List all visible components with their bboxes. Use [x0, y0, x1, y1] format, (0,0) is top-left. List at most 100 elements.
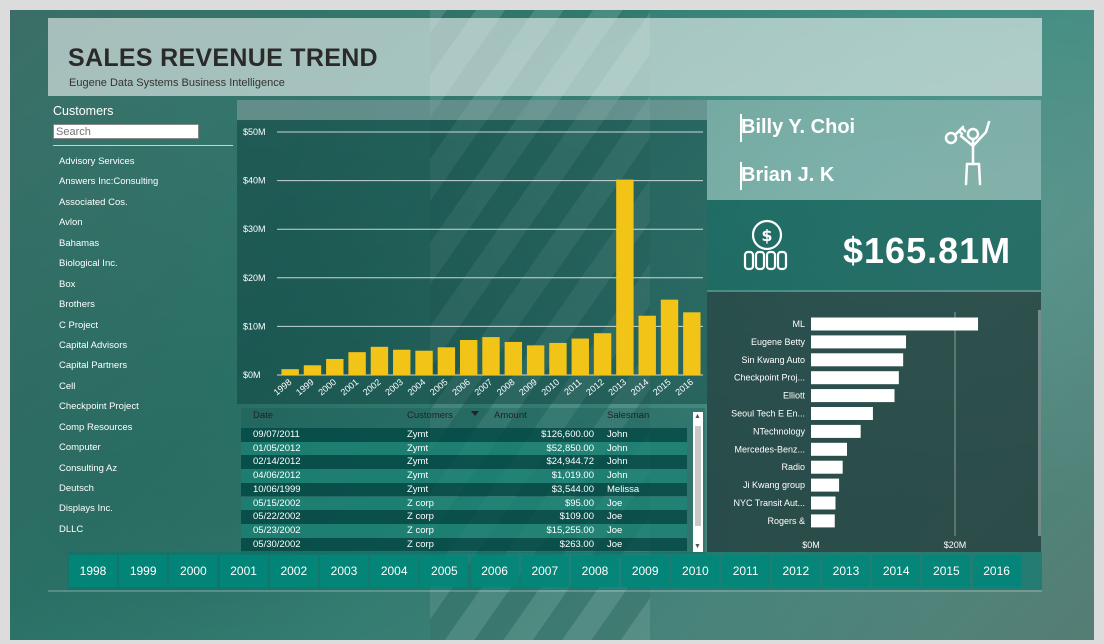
bar-2002[interactable]: [370, 346, 389, 375]
bar-2011[interactable]: [571, 338, 589, 375]
hbar-NTechnology[interactable]: [811, 424, 861, 438]
year-button-2005[interactable]: 2005: [420, 555, 469, 587]
slicer-divider: [53, 145, 233, 146]
year-button-2016[interactable]: 2016: [972, 555, 1021, 587]
category-label: Elliott: [783, 391, 806, 401]
year-button-2006[interactable]: 2006: [470, 555, 519, 587]
year-button-2014[interactable]: 2014: [872, 555, 921, 587]
table-row[interactable]: 05/23/2002 Z corp $15,255.00 Joe: [241, 523, 687, 538]
table-row[interactable]: 05/30/2002 Z corp $263.00 Joe: [241, 537, 687, 552]
cell-amount: $24,944.72: [546, 456, 594, 468]
customer-list-item[interactable]: Deutsch: [59, 483, 94, 494]
table-row[interactable]: 09/07/2011 Zymt $126,600.00 John: [241, 428, 687, 442]
customer-search-input[interactable]: [53, 124, 199, 139]
bar-2015[interactable]: [660, 299, 679, 375]
customer-list-item[interactable]: Avlon: [59, 217, 83, 229]
scroll-up-icon[interactable]: ▲: [694, 413, 701, 420]
customer-list-item[interactable]: Capital Advisors: [59, 339, 128, 351]
bar-2001[interactable]: [348, 352, 366, 375]
bar-2009[interactable]: [526, 345, 545, 375]
bar-2003[interactable]: [393, 349, 411, 375]
sort-descending-icon[interactable]: [471, 411, 479, 416]
bar-2000[interactable]: [326, 358, 344, 375]
year-button-2011[interactable]: 2011: [721, 555, 770, 587]
category-label: Checkpoint Proj...: [734, 373, 805, 383]
bar-2012[interactable]: [593, 333, 612, 375]
year-button-1998[interactable]: 1998: [69, 555, 117, 587]
customer-list-item[interactable]: Answers Inc:Consulting: [59, 176, 159, 188]
bar-2006[interactable]: [459, 340, 478, 375]
customer-list-item[interactable]: Associated Cos.: [59, 196, 128, 208]
year-button-2009[interactable]: 2009: [621, 555, 670, 587]
column-header-customers[interactable]: Customers: [407, 410, 453, 421]
bar-2004[interactable]: [415, 350, 433, 375]
hbar-Radio[interactable]: [811, 460, 843, 474]
x-tick-label: 2015: [651, 377, 673, 398]
customer-list-item[interactable]: Bahamas: [59, 237, 100, 249]
customer-list-item[interactable]: Cell: [59, 380, 76, 392]
hbar-ML[interactable]: [811, 317, 979, 331]
year-button-2000[interactable]: 2000: [169, 555, 218, 587]
customer-list-item[interactable]: Displays Inc.: [59, 503, 113, 515]
customer-list-item[interactable]: Computer: [59, 442, 101, 454]
customer-list-item[interactable]: Biological Inc.: [59, 258, 118, 270]
customer-list-item[interactable]: Brothers: [59, 299, 95, 311]
year-button-2004[interactable]: 2004: [370, 555, 419, 587]
year-button-2007[interactable]: 2007: [520, 555, 569, 587]
hbar-Checkpoint Proj...[interactable]: [811, 371, 899, 385]
table-row[interactable]: 02/14/2012 Zymt $24,944.72 John: [241, 455, 687, 470]
bar-2013[interactable]: [616, 179, 634, 375]
hbar-Mercedes-Benz...[interactable]: [811, 442, 847, 456]
bar-2016[interactable]: [683, 312, 701, 375]
hbar-Elliott[interactable]: [811, 389, 895, 403]
hbar-Eugene Betty[interactable]: [811, 335, 907, 349]
year-button-2008[interactable]: 2008: [571, 555, 619, 587]
table-row[interactable]: 05/15/2002 Z corp $95.00 Joe: [241, 496, 687, 511]
table-row[interactable]: 10/06/1999 Zymt $3,544.00 Melissa: [241, 482, 687, 497]
chart-scrollbar[interactable]: [1038, 310, 1041, 536]
cell-salesman: Joe: [607, 511, 623, 523]
table-scrollbar[interactable]: ▲ ▼: [693, 412, 703, 552]
year-button-2010[interactable]: 2010: [671, 555, 720, 587]
customer-list-item[interactable]: Comp Resources: [59, 421, 133, 433]
bar-2005[interactable]: [437, 347, 456, 375]
customer-list-item[interactable]: C Project: [59, 319, 99, 331]
customer-list-item[interactable]: Advisory Services: [59, 156, 135, 167]
year-button-2003[interactable]: 2003: [320, 555, 368, 587]
hbar-Seoul Tech E En...[interactable]: [811, 407, 873, 420]
bar-2007[interactable]: [482, 337, 500, 375]
bar-2010[interactable]: [549, 342, 567, 375]
year-button-2001[interactable]: 2001: [219, 555, 268, 587]
bar-2014[interactable]: [638, 315, 656, 375]
svg-text:$: $: [761, 226, 772, 245]
x-tick-label: 2010: [539, 377, 561, 398]
column-header-amount[interactable]: Amount: [494, 410, 527, 421]
column-header-date[interactable]: Date: [253, 410, 274, 421]
column-header-salesman[interactable]: Salesman: [607, 410, 650, 421]
year-button-2002[interactable]: 2002: [269, 555, 318, 587]
scroll-down-icon[interactable]: ▼: [694, 543, 701, 550]
customer-list-item[interactable]: DLLC: [59, 523, 84, 535]
customer-list-item[interactable]: Capital Partners: [59, 360, 128, 372]
table-row[interactable]: 01/05/2012 Zymt $52,850.00 John: [241, 441, 687, 456]
customer-list-item[interactable]: Checkpoint Project: [59, 401, 139, 413]
customer-list-item[interactable]: Consulting Az: [59, 462, 118, 474]
bar-1998[interactable]: [281, 369, 299, 375]
table-row[interactable]: 05/22/2002 Z corp $109.00 Joe: [241, 510, 687, 524]
hbar-Sin Kwang Auto[interactable]: [811, 353, 904, 367]
year-button-2015[interactable]: 2015: [922, 555, 971, 587]
bar-2008[interactable]: [504, 341, 523, 375]
hbar-Ji Kwang group[interactable]: [811, 478, 840, 492]
scroll-thumb[interactable]: [695, 426, 701, 526]
cell-salesman: Joe: [607, 497, 623, 509]
hbar-Rogers &[interactable]: [811, 514, 835, 528]
year-button-2013[interactable]: 2013: [822, 555, 870, 587]
table-row[interactable]: 04/06/2012 Zymt $1,019.00 John: [241, 469, 687, 483]
bar-1999[interactable]: [303, 365, 322, 375]
cell-date: 05/22/2002: [253, 511, 301, 523]
year-button-1999[interactable]: 1999: [119, 555, 168, 587]
year-button-2012[interactable]: 2012: [771, 555, 820, 587]
cell-salesman: John: [607, 442, 628, 454]
customer-list-item[interactable]: Box: [59, 278, 76, 290]
hbar-NYC Transit Aut...[interactable]: [811, 496, 836, 510]
